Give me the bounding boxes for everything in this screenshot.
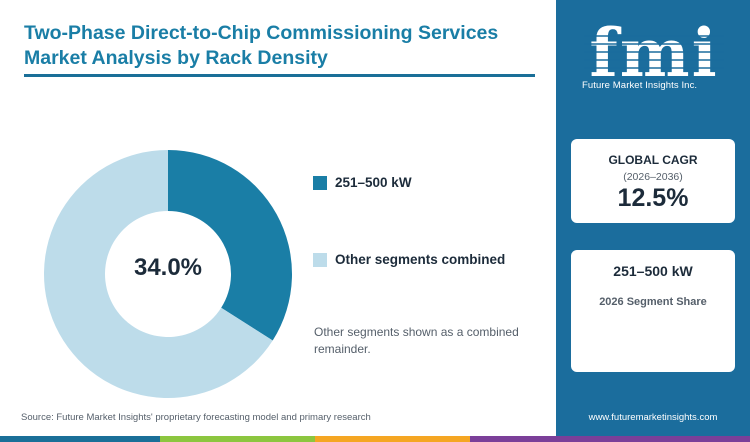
donut-slice-other-segments — [43, 150, 273, 398]
legend-swatch — [313, 175, 327, 190]
legend-item-251-500-kw: 251–500 kW — [313, 175, 412, 190]
title-underline — [24, 74, 535, 77]
donut-slice-251-500-kw — [168, 150, 292, 341]
chart-title: Two-Phase Direct-to-Chip Commissioning S… — [24, 22, 499, 69]
segment-card: 251–500 kW 2026 Segment Share — [571, 250, 735, 372]
chart-note: Other segments shown as a combined remai… — [314, 325, 519, 356]
cagr-value: 12.5% — [617, 184, 689, 212]
legend-swatch — [313, 252, 327, 267]
donut-center-label: 34.0% — [133, 254, 203, 281]
website-link[interactable]: www.futuremarketinsights.com — [588, 412, 718, 423]
fmi-logo: fmi — [584, 14, 724, 92]
donut-chart — [43, 150, 292, 398]
footer-segment — [0, 436, 160, 442]
sidebar: fmi Future Market Insights Inc. GLOBAL C… — [556, 0, 750, 436]
legend-item-other-segments: Other segments combined — [313, 252, 505, 267]
footer-segment — [470, 436, 750, 442]
segment-subtitle: 2026 Segment Share — [599, 296, 707, 308]
footer-segment — [315, 436, 470, 442]
logo-letters: fmi — [589, 14, 718, 92]
footer-color-bar — [0, 436, 750, 442]
cagr-label: GLOBAL CAGR — [608, 153, 698, 167]
logo-company-name: Future Market Insights Inc. — [582, 80, 698, 91]
main-panel: Two-Phase Direct-to-Chip Commissioning S… — [21, 22, 535, 423]
source-text: Source: Future Market Insights' propriet… — [21, 412, 371, 423]
legend-label: Other segments combined — [335, 252, 506, 267]
cagr-period: (2026–2036) — [623, 171, 683, 183]
segment-title: 251–500 kW — [613, 263, 693, 279]
cagr-card: GLOBAL CAGR (2026–2036) 12.5% — [571, 139, 735, 223]
footer-segment — [160, 436, 315, 442]
legend-label: 251–500 kW — [335, 175, 412, 190]
